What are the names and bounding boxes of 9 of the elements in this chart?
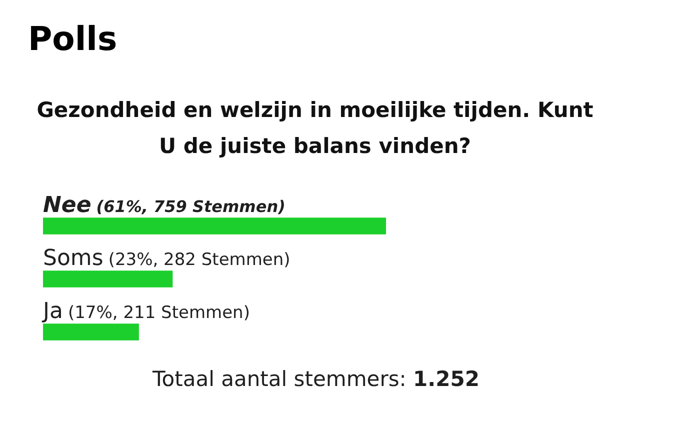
y-tick-label: Soms xyxy=(43,246,104,271)
data-label: (17%, 211 Stemmen) xyxy=(68,303,250,323)
chart-title: Polls xyxy=(28,19,118,58)
text: Totaal aantal stemmers: 1.252 xyxy=(152,367,480,391)
data-label: (61%, 759 Stemmen) xyxy=(96,197,286,216)
y-tick-label: Nee xyxy=(43,193,92,218)
y-tick-label: Ja xyxy=(41,299,63,324)
data-label: (23%, 282 Stemmen) xyxy=(108,250,290,270)
chart-subtitle: Gezondheid en welzijn in moeilijke tijden. Kunt U de juiste balans vinden? xyxy=(36,97,594,160)
